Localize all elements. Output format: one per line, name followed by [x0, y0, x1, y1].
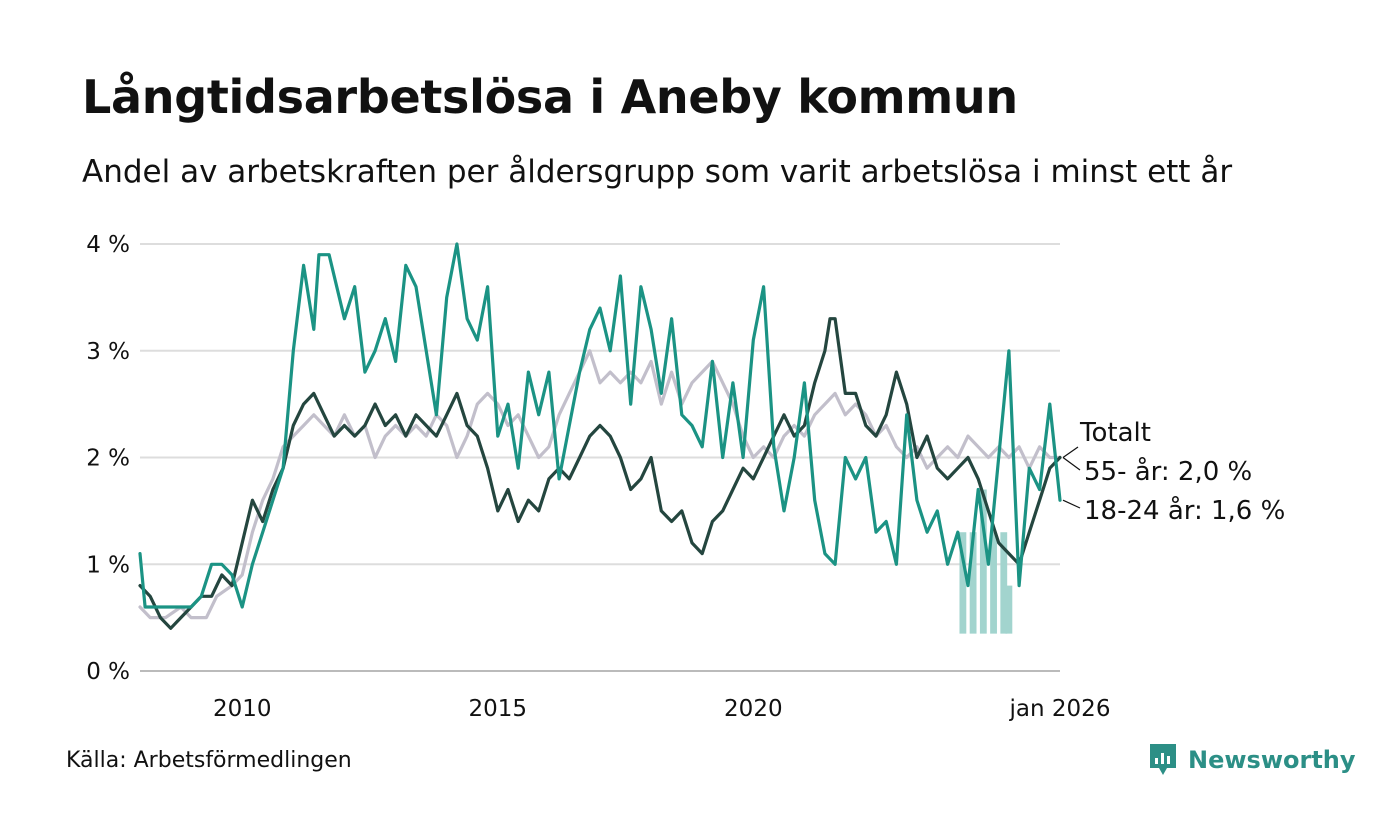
end-label-18-24: 18-24 år: 1,6 %: [1084, 495, 1285, 526]
uncertainty-band-bar: [1005, 585, 1013, 634]
brand-logo: Newsworthy: [1148, 742, 1356, 778]
y-tick-label: 2 %: [86, 446, 130, 472]
uncertainty-band-bar: [979, 489, 987, 634]
end-labels: Totalt 55- år: 2,0 % 18-24 år: 1,6 %: [1062, 418, 1285, 526]
brand-name: Newsworthy: [1188, 746, 1356, 774]
x-tick-label: jan 2026: [1009, 696, 1111, 722]
y-tick-label: 3 %: [86, 339, 130, 365]
y-tick-label: 4 %: [86, 232, 130, 258]
x-axis: 2010 2015 2020 jan 2026: [213, 696, 1111, 722]
x-tick-label: 2020: [724, 696, 783, 722]
y-axis: 0 % 1 % 2 % 3 % 4 %: [86, 232, 130, 685]
source-note: Källa: Arbetsförmedlingen: [66, 748, 352, 773]
uncertainty-band-bar: [969, 532, 977, 634]
end-label-55: 55- år: 2,0 %: [1084, 456, 1252, 487]
y-tick-label: 0 %: [86, 659, 130, 685]
newsworthy-logo-icon: [1150, 744, 1176, 775]
series-line-55-r: [138, 317, 1062, 630]
uncertainty-band-bar: [990, 532, 997, 634]
uncertainty-band-bar: [1000, 532, 1008, 634]
y-tick-label: 1 %: [86, 552, 130, 578]
x-tick-label: 2010: [213, 696, 272, 722]
chart-subtitle: Andel av arbetskraften per åldersgrupp s…: [82, 154, 1233, 190]
leader-line-55: [1062, 457, 1081, 471]
series-lines: [138, 242, 1062, 630]
leader-line-18-24: [1062, 499, 1081, 509]
uncertainty-band-bar: [959, 532, 967, 634]
end-label-totalt: Totalt: [1079, 418, 1151, 448]
series-line-18-24-r: [138, 242, 1062, 609]
x-tick-label: 2015: [469, 696, 528, 722]
leader-line-totalt: [1062, 446, 1079, 458]
uncertainty-band: [959, 489, 1013, 634]
chart-title: Långtidsarbetslösa i Aneby kommun: [82, 70, 1018, 124]
